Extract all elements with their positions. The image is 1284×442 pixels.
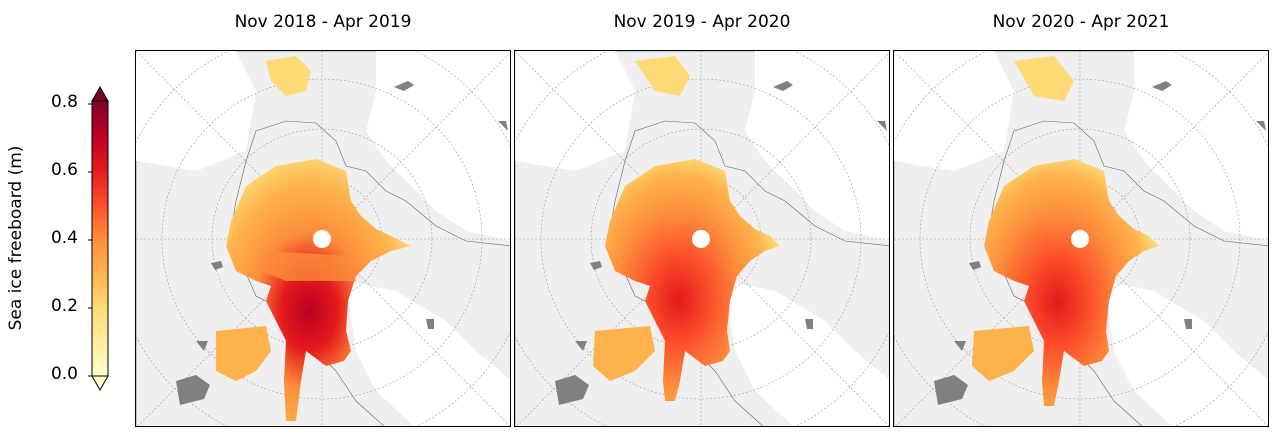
arctic-map-2 bbox=[515, 51, 889, 426]
colorbar-tick-0.0: 0.0 bbox=[50, 364, 78, 384]
arctic-map-1 bbox=[136, 51, 510, 426]
sea-ice bbox=[984, 159, 1159, 406]
panel-title-1: Nov 2018 - Apr 2019 bbox=[234, 12, 412, 32]
colorbar-tick-0.8: 0.8 bbox=[50, 92, 78, 112]
colorbar-bar bbox=[88, 85, 109, 392]
map-panel-2 bbox=[514, 50, 890, 427]
map-panel-3 bbox=[893, 50, 1269, 427]
lakes bbox=[934, 81, 1266, 405]
colorbar-min-arrow bbox=[91, 375, 109, 392]
panel-title-3: Nov 2020 - Apr 2021 bbox=[992, 12, 1170, 32]
colorbar-tick-0.6: 0.6 bbox=[50, 160, 78, 180]
lakes bbox=[176, 81, 508, 405]
map-panel-1 bbox=[135, 50, 511, 427]
colorbar-tick-0.2: 0.2 bbox=[50, 296, 78, 316]
lakes bbox=[555, 81, 887, 405]
colorbar-gradient bbox=[91, 100, 109, 377]
colorbar-max-arrow bbox=[91, 85, 109, 102]
arctic-map-3 bbox=[894, 51, 1268, 426]
sea-ice bbox=[226, 159, 411, 421]
colorbar-tick-0.4: 0.4 bbox=[50, 228, 78, 248]
sea-ice bbox=[605, 159, 780, 401]
colorbar-label: Sea ice freeboard (m) bbox=[6, 145, 26, 331]
panel-title-2: Nov 2019 - Apr 2020 bbox=[613, 12, 791, 32]
